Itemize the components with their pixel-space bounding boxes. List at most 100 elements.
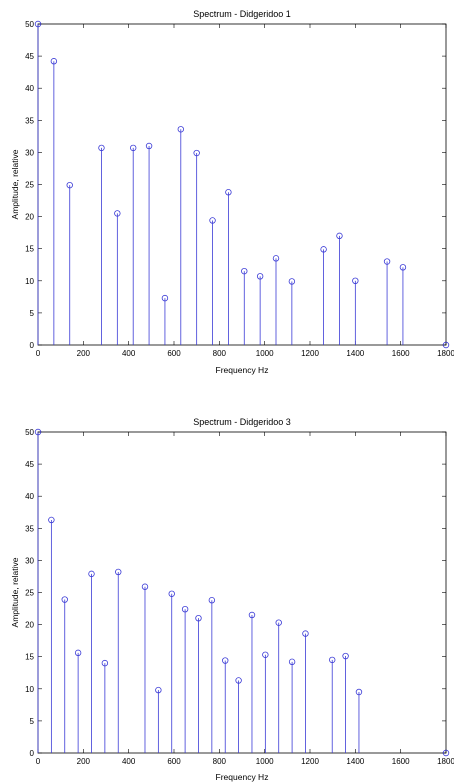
tick-group: 0 200 400 600 800 1000 1200 1400 1600 1800 0 5 10 15 2… [25,20,454,358]
stem-marker [302,630,309,637]
stem-marker [48,516,55,524]
stem-marker [168,590,175,597]
y-tick-label: 20 [25,213,34,222]
x-tick-label: 200 [77,349,91,358]
stem-series [34,20,450,349]
stem-marker [288,658,296,666]
x-tick-label: 1000 [256,757,274,766]
x-tick-label: 1200 [301,757,319,766]
stem-marker [101,659,109,667]
y-axis-label: Amplitude, relative [10,149,20,219]
x-tick-label: 1400 [346,349,364,358]
stem-marker [141,583,149,590]
stem-series [34,428,450,757]
y-tick-label: 45 [25,52,34,61]
stem-marker [222,657,229,664]
stem-marker [115,568,122,576]
stem-marker [114,210,121,217]
stem-marker [336,232,343,240]
y-tick-label: 10 [25,685,34,694]
stem-marker [61,596,68,603]
stem-marker [256,273,264,280]
stem-marker [235,677,242,684]
y-tick-label: 40 [25,492,34,501]
stem-marker [352,277,359,284]
y-tick-label: 40 [25,84,34,93]
axes-box [37,431,447,754]
y-tick-label: 5 [30,717,35,726]
x-tick-label: 1400 [346,757,364,766]
x-tick-label: 200 [77,757,91,766]
stem-marker [399,264,407,271]
y-tick-label: 50 [25,428,34,437]
stem-marker [74,649,82,657]
x-tick-label: 800 [213,757,227,766]
x-tick-label: 400 [122,349,136,358]
stem-marker [98,144,105,152]
stem-marker [195,614,202,622]
stem-marker [34,428,42,436]
stem-marker [320,246,327,253]
stem-marker [442,749,450,757]
chart-panel-1: Spectrum - Didgeridoo 1 Frequency Hz Amp… [10,9,454,375]
x-tick-label: 0 [36,757,41,766]
stem-marker [66,181,73,189]
x-tick-label: 1800 [437,349,454,358]
x-tick-label: 600 [167,349,181,358]
y-tick-label: 20 [25,621,34,630]
x-tick-label: 1600 [392,349,410,358]
axes-box [37,23,447,346]
y-tick-label: 15 [25,653,34,662]
y-tick-label: 0 [30,341,35,350]
x-tick-label: 600 [167,757,181,766]
stem-marker [145,142,153,150]
stem-marker [329,656,336,664]
y-tick-label: 0 [30,749,35,758]
stem-marker [88,570,95,578]
y-tick-label: 50 [25,20,34,29]
stem-marker [50,58,58,65]
stem-marker [193,149,200,157]
stem-marker [34,20,42,28]
x-axis-label: Frequency Hz [216,365,269,375]
x-tick-label: 0 [36,349,41,358]
stem-marker [129,144,137,152]
x-tick-label: 1000 [256,349,274,358]
stem-marker [155,686,162,694]
y-tick-label: 5 [30,309,35,318]
stem-marker [275,619,282,626]
stem-marker [383,258,391,265]
stem-marker [177,126,184,133]
x-tick-label: 1600 [392,757,410,766]
stem-marker [288,278,296,285]
chart-panel-2: Spectrum - Didgeridoo 3 Frequency Hz Amp… [10,417,454,782]
y-tick-label: 25 [25,589,34,598]
stem-marker [161,294,169,302]
stem-marker [241,267,248,275]
stem-marker [225,189,232,196]
x-tick-label: 1800 [437,757,454,766]
tick-group: 0 200 400 600 800 1000 1200 1400 1600 1800 0 5 10 15 2… [25,428,454,766]
stem-marker [209,217,216,224]
y-tick-label: 45 [25,460,34,469]
stem-marker [208,597,216,604]
x-tick-label: 800 [213,349,227,358]
chart-title: Spectrum - Didgeridoo 3 [193,417,291,427]
stem-marker [355,688,363,696]
x-tick-label: 400 [122,757,136,766]
y-tick-label: 30 [25,148,34,157]
chart-title: Spectrum - Didgeridoo 1 [193,9,291,19]
y-tick-label: 10 [25,277,34,286]
stem-marker [342,652,349,660]
y-tick-label: 35 [25,116,34,125]
x-tick-label: 1200 [301,349,319,358]
stem-marker [442,341,450,349]
stem-marker [262,651,269,658]
y-axis-label: Amplitude, relative [10,557,20,627]
stem-marker [272,255,280,262]
y-tick-label: 25 [25,181,34,190]
y-tick-label: 15 [25,245,34,254]
y-tick-label: 30 [25,556,34,565]
stem-marker [248,611,256,619]
